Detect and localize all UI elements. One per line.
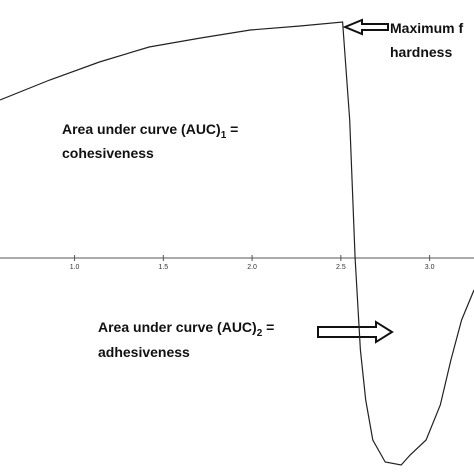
- x-tick-label: 1.5: [158, 264, 168, 271]
- annotation-text: Area under curve (AUC): [62, 121, 221, 137]
- annotation: Area under curve (AUC)1 =: [62, 121, 238, 141]
- x-tick-label: 2.5: [336, 264, 346, 271]
- annotation: Area under curve (AUC)2 =: [98, 319, 274, 339]
- annotation-text: =: [262, 319, 274, 335]
- arrow: [342, 18, 389, 36]
- annotation-text: Area under curve (AUC): [98, 319, 257, 335]
- annotation: hardness: [390, 44, 452, 60]
- annotation-sub: 1: [221, 130, 227, 141]
- annotation: cohesiveness: [62, 145, 154, 161]
- data-line: [0, 21, 474, 466]
- x-tick-label: 2.0: [247, 264, 257, 271]
- annotation-text: =: [226, 121, 238, 137]
- annotation: adhesiveness: [98, 344, 190, 360]
- annotation: Maximum f: [390, 20, 463, 36]
- arrow: [317, 320, 394, 344]
- x-tick-label: 1.0: [70, 264, 80, 271]
- x-tick-label: 3.0: [425, 264, 435, 271]
- annotation-sub: 2: [257, 328, 263, 339]
